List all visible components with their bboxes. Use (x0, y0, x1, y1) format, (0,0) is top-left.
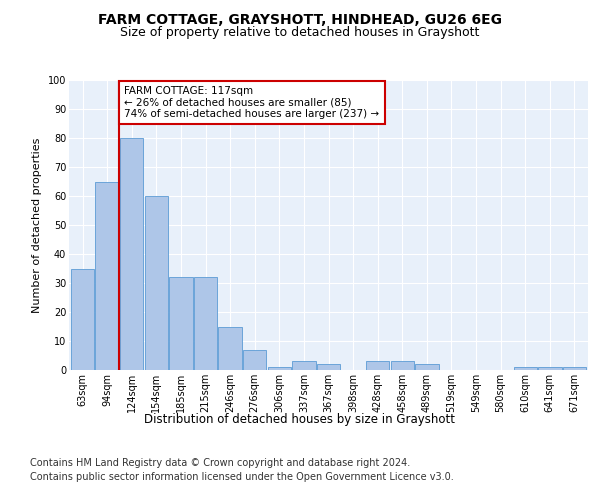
Bar (268, 367, 291, 370)
Bar (538, 367, 562, 370)
Bar (563, 367, 586, 370)
Text: FARM COTTAGE, GRAYSHOTT, HINDHEAD, GU26 6EG: FARM COTTAGE, GRAYSHOTT, HINDHEAD, GU26 … (98, 12, 502, 26)
Bar (243, 350, 266, 370)
Bar (145, 196, 168, 370)
Bar (292, 362, 316, 370)
Text: Size of property relative to detached houses in Grayshott: Size of property relative to detached ho… (121, 26, 479, 39)
Y-axis label: Number of detached properties: Number of detached properties (32, 138, 42, 312)
Text: Distribution of detached houses by size in Grayshott: Distribution of detached houses by size … (145, 412, 455, 426)
Bar (218, 326, 242, 370)
Bar (95, 182, 119, 370)
Bar (391, 362, 414, 370)
Text: FARM COTTAGE: 117sqm
← 26% of detached houses are smaller (85)
74% of semi-detac: FARM COTTAGE: 117sqm ← 26% of detached h… (124, 86, 379, 119)
Bar (317, 364, 340, 370)
Bar (366, 362, 389, 370)
Bar (514, 367, 537, 370)
Bar (415, 364, 439, 370)
Text: Contains HM Land Registry data © Crown copyright and database right 2024.: Contains HM Land Registry data © Crown c… (30, 458, 410, 468)
Bar (120, 138, 143, 370)
Bar (194, 277, 217, 370)
Text: Contains public sector information licensed under the Open Government Licence v3: Contains public sector information licen… (30, 472, 454, 482)
Bar (169, 277, 193, 370)
Bar (71, 268, 94, 370)
